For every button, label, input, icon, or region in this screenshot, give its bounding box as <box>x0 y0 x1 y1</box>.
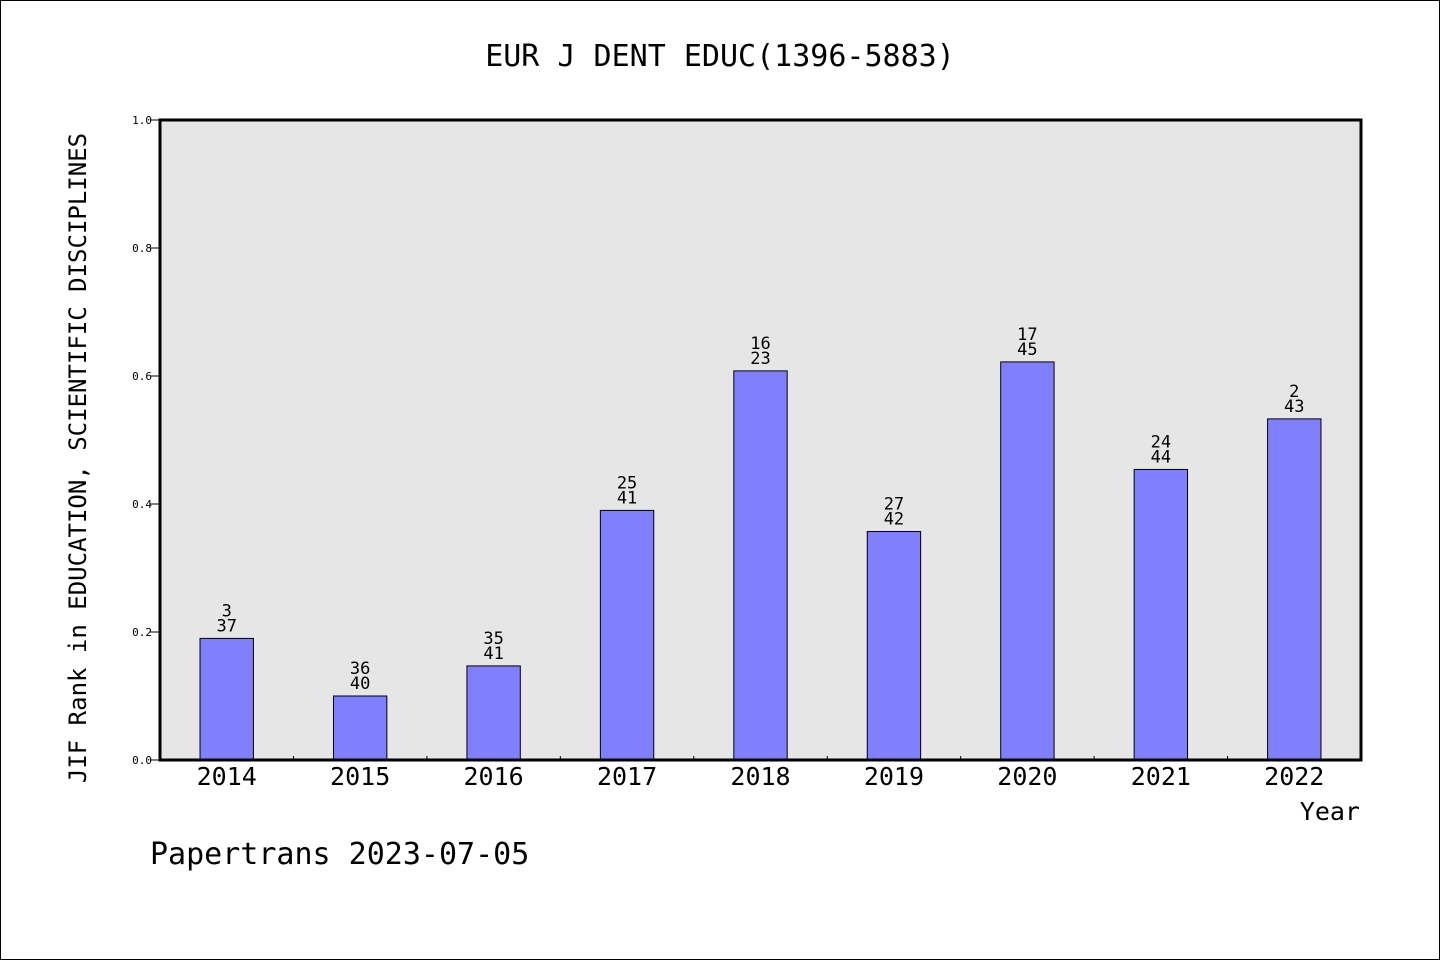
bar-2016 <box>466 665 521 761</box>
x-axis-ticks: 2014 2015 2016 2017 2018 2019 2020 2021 2022 <box>197 756 1324 791</box>
x-axis-label: Year <box>1300 797 1360 826</box>
bar-label-total: 42 <box>884 510 904 530</box>
bar-label-rank: 16 <box>750 334 770 354</box>
y-tick-label: 0.6 <box>132 370 152 383</box>
bar-label-rank: 27 <box>884 495 904 515</box>
bar-2022 <box>1267 418 1322 761</box>
x-tick-label: 2015 <box>330 762 390 791</box>
bar-label-rank: 17 <box>1017 325 1037 345</box>
chart-title: EUR J DENT EDUC(1396-5883) <box>485 39 955 74</box>
x-tick-label: 2020 <box>997 762 1057 791</box>
bars-group <box>199 361 1322 761</box>
bar-label-total: 41 <box>617 488 637 508</box>
bar-label-rank: 3 <box>222 601 232 621</box>
bar-2018 <box>733 370 788 761</box>
x-tick-label: 2014 <box>197 762 257 791</box>
bar-label-rank: 24 <box>1151 432 1171 452</box>
y-tick-label: 0.8 <box>132 242 152 255</box>
x-tick-label: 2022 <box>1264 762 1324 791</box>
bar-label-rank: 35 <box>483 629 503 649</box>
bar-label-total: 45 <box>1017 340 1037 360</box>
bar-label-rank: 2 <box>1289 382 1299 402</box>
x-tick-label: 2019 <box>864 762 924 791</box>
bar-label-total: 37 <box>216 616 236 636</box>
x-tick-label: 2016 <box>464 762 524 791</box>
bar-label-total: 40 <box>350 674 370 694</box>
y-tick-label: 0.2 <box>132 626 152 639</box>
y-axis-ticks: 0.0 0.2 0.4 0.6 0.8 1.0 <box>132 114 160 767</box>
bar-2015 <box>332 695 388 761</box>
bar-2020 <box>1000 361 1055 761</box>
bar-label-total: 43 <box>1284 397 1304 417</box>
bar-label-rank: 25 <box>617 473 637 493</box>
y-axis-label: JIF Rank in EDUCATION, SCIENTIFIC DISCIP… <box>64 133 92 783</box>
x-tick-label: 2018 <box>730 762 790 791</box>
plot-border <box>158 118 1363 762</box>
y-tick-label: 1.0 <box>132 114 152 127</box>
x-tick-label: 2017 <box>597 762 657 791</box>
bar-label-total: 41 <box>483 644 503 664</box>
footer-source-date: Papertrans 2023-07-05 <box>150 837 529 872</box>
bar-label-rank: 36 <box>350 659 370 679</box>
bar-2017 <box>599 509 655 761</box>
bar-label-total: 44 <box>1151 447 1171 467</box>
y-tick-label: 0.4 <box>132 498 152 511</box>
bar-2014 <box>199 637 254 761</box>
x-tick-label: 2021 <box>1131 762 1191 791</box>
bar-2021 <box>1133 468 1189 761</box>
bar-label-total: 23 <box>750 349 770 369</box>
y-tick-label: 0.0 <box>132 754 152 767</box>
bar-2019 <box>866 531 922 761</box>
